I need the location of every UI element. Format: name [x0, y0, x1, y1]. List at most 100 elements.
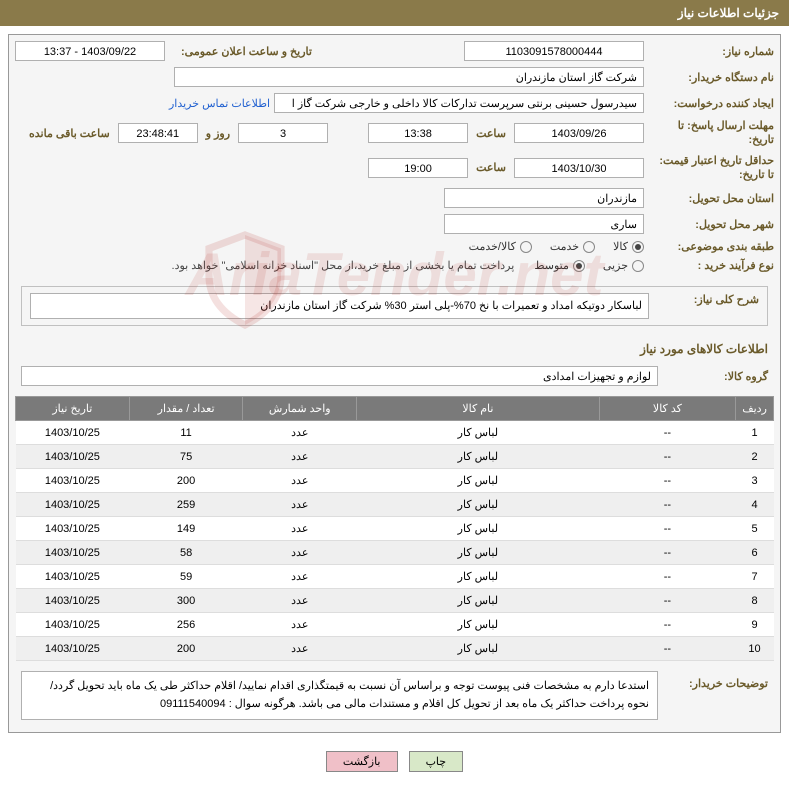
field-need-no: 1103091578000444 [464, 41, 644, 61]
radio-label: خدمت [550, 240, 579, 253]
row-deadline: مهلت ارسال پاسخ: تا تاریخ: 1403/09/26 سا… [15, 119, 774, 148]
field-validity-date: 1403/10/30 [514, 158, 644, 178]
table-cell: 1403/10/25 [16, 469, 130, 493]
radio-label: متوسط [534, 259, 569, 272]
table-cell: عدد [243, 589, 357, 613]
table-header-cell: تاریخ نیاز [16, 397, 130, 421]
table-cell: 259 [129, 493, 243, 517]
row-buyer-org: نام دستگاه خریدار: شرکت گاز استان مازندر… [15, 67, 774, 87]
table-row: 6--لباس کارعدد581403/10/25 [16, 541, 774, 565]
field-remaining-days: 3 [238, 123, 328, 143]
label-announce-dt: تاریخ و ساعت اعلان عمومی: [173, 45, 320, 58]
table-cell: 59 [129, 565, 243, 589]
table-cell: 58 [129, 541, 243, 565]
label-process-type: نوع فرآیند خرید : [644, 259, 774, 272]
table-cell: 4 [736, 493, 774, 517]
table-cell: 11 [129, 421, 243, 445]
table-cell: 1403/10/25 [16, 613, 130, 637]
table-cell: لباس کار [357, 469, 600, 493]
row-subject-category: طبقه بندی موضوعی: کالا خدمت کالا/خدمت [15, 240, 774, 253]
label-subject-cat: طبقه بندی موضوعی: [644, 240, 774, 253]
table-cell: عدد [243, 469, 357, 493]
field-remaining-time: 23:48:41 [118, 123, 198, 143]
radio-label: کالا/خدمت [469, 240, 516, 253]
table-cell: لباس کار [357, 613, 600, 637]
table-cell: لباس کار [357, 637, 600, 661]
radio-icon [632, 260, 644, 272]
buyer-notes-box: توضیحات خریدار: استدعا دارم به مشخصات فن… [21, 671, 768, 720]
radio-label: جزیی [603, 259, 628, 272]
field-goods-group: لوازم و تجهیزات امدادی [21, 366, 658, 386]
field-buyer-notes: استدعا دارم به مشخصات فنی پیوست توجه و ب… [21, 671, 658, 720]
radio-icon [583, 241, 595, 253]
buyer-contact-link[interactable]: اطلاعات تماس خریدار [169, 97, 274, 110]
table-header-cell: کد کالا [599, 397, 735, 421]
radio-option[interactable]: متوسط [534, 259, 585, 272]
table-cell: 3 [736, 469, 774, 493]
table-cell: 149 [129, 517, 243, 541]
table-cell: 10 [736, 637, 774, 661]
table-row: 3--لباس کارعدد2001403/10/25 [16, 469, 774, 493]
table-cell: 1403/10/25 [16, 565, 130, 589]
table-cell: -- [599, 565, 735, 589]
table-cell: عدد [243, 493, 357, 517]
table-cell: -- [599, 469, 735, 493]
table-cell: -- [599, 541, 735, 565]
label-general-desc: شرح کلی نیاز: [649, 293, 759, 319]
label-province: استان محل تحویل: [644, 192, 774, 205]
radio-option[interactable]: کالا/خدمت [469, 240, 532, 253]
table-cell: عدد [243, 565, 357, 589]
field-validity-time: 19:00 [368, 158, 468, 178]
table-cell: 200 [129, 637, 243, 661]
table-row: 9--لباس کارعدد2561403/10/25 [16, 613, 774, 637]
table-cell: 200 [129, 469, 243, 493]
table-cell: 5 [736, 517, 774, 541]
field-announce-dt: 1403/09/22 - 13:37 [15, 41, 165, 61]
label-city: شهر محل تحویل: [644, 218, 774, 231]
table-cell: 256 [129, 613, 243, 637]
table-cell: -- [599, 421, 735, 445]
table-cell: عدد [243, 541, 357, 565]
row-need-number: شماره نیاز: 1103091578000444 تاریخ و ساع… [15, 41, 774, 61]
back-button[interactable]: بازگشت [326, 751, 398, 772]
radio-option[interactable]: خدمت [550, 240, 595, 253]
table-cell: -- [599, 589, 735, 613]
table-cell: لباس کار [357, 589, 600, 613]
table-cell: 1403/10/25 [16, 445, 130, 469]
radio-label: کالا [613, 240, 628, 253]
table-cell: 75 [129, 445, 243, 469]
table-cell: 1403/10/25 [16, 589, 130, 613]
table-row: 10--لباس کارعدد2001403/10/25 [16, 637, 774, 661]
page-title-bar: جزئیات اطلاعات نیاز [0, 0, 789, 26]
table-cell: 9 [736, 613, 774, 637]
payment-note: پرداخت تمام یا بخشی از مبلغ خرید،از محل … [172, 259, 535, 272]
row-requester: ایجاد کننده درخواست: سیدرسول حسینی برنتی… [15, 93, 774, 113]
table-cell: -- [599, 613, 735, 637]
table-cell: 1403/10/25 [16, 421, 130, 445]
radio-option[interactable]: جزیی [603, 259, 644, 272]
general-desc-box: شرح کلی نیاز: لباسکار دوتیکه امداد و تعم… [21, 286, 768, 326]
table-header-row: ردیفکد کالانام کالاواحد شمارشتعداد / مقد… [16, 397, 774, 421]
goods-table: ردیفکد کالانام کالاواحد شمارشتعداد / مقد… [15, 396, 774, 661]
print-button[interactable]: چاپ [409, 751, 464, 772]
radio-option[interactable]: کالا [613, 240, 644, 253]
table-cell: لباس کار [357, 517, 600, 541]
label-hour-1: ساعت [468, 127, 514, 140]
process-radio-group: جزیی متوسط [534, 259, 644, 272]
row-goods-group: گروه کالا: لوازم و تجهیزات امدادی [21, 366, 768, 386]
field-requester: سیدرسول حسینی برنتی سرپرست تدارکات کالا … [274, 93, 644, 113]
table-cell: 1403/10/25 [16, 517, 130, 541]
table-cell: عدد [243, 445, 357, 469]
label-need-no: شماره نیاز: [644, 45, 774, 58]
subject-radio-group: کالا خدمت کالا/خدمت [469, 240, 644, 253]
row-city: شهر محل تحویل: ساری [15, 214, 774, 234]
table-body: 1--لباس کارعدد111403/10/252--لباس کارعدد… [16, 421, 774, 661]
field-province: مازندران [444, 188, 644, 208]
page-title: جزئیات اطلاعات نیاز [678, 6, 779, 20]
label-goods-group: گروه کالا: [658, 370, 768, 383]
table-row: 8--لباس کارعدد3001403/10/25 [16, 589, 774, 613]
table-header-cell: واحد شمارش [243, 397, 357, 421]
table-cell: عدد [243, 517, 357, 541]
table-cell: -- [599, 637, 735, 661]
field-general-desc: لباسکار دوتیکه امداد و تعمیرات با نخ 70%… [30, 293, 649, 319]
